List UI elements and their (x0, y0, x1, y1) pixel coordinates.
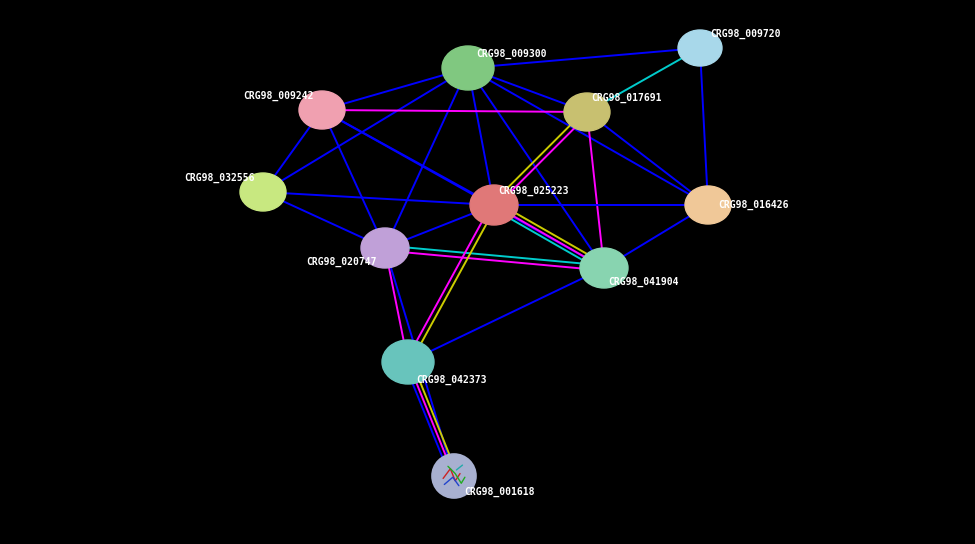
Ellipse shape (580, 248, 628, 288)
Text: CRG98_016426: CRG98_016426 (718, 200, 789, 210)
Ellipse shape (361, 228, 409, 268)
Ellipse shape (240, 173, 286, 211)
Circle shape (432, 454, 476, 498)
Text: CRG98_001618: CRG98_001618 (464, 487, 534, 497)
Text: CRG98_017691: CRG98_017691 (591, 93, 661, 103)
Text: CRG98_009300: CRG98_009300 (476, 49, 547, 59)
Ellipse shape (299, 91, 345, 129)
Text: CRG98_020747: CRG98_020747 (306, 257, 377, 267)
Text: CRG98_009242: CRG98_009242 (244, 91, 314, 101)
Ellipse shape (678, 30, 722, 66)
Ellipse shape (685, 186, 731, 224)
Ellipse shape (442, 46, 494, 90)
Text: CRG98_009720: CRG98_009720 (710, 29, 781, 39)
Ellipse shape (382, 340, 434, 384)
Text: CRG98_041904: CRG98_041904 (608, 277, 679, 287)
Text: CRG98_032556: CRG98_032556 (184, 173, 255, 183)
Ellipse shape (470, 185, 518, 225)
Text: CRG98_025223: CRG98_025223 (498, 186, 568, 196)
Ellipse shape (564, 93, 610, 131)
Text: CRG98_042373: CRG98_042373 (416, 375, 487, 385)
